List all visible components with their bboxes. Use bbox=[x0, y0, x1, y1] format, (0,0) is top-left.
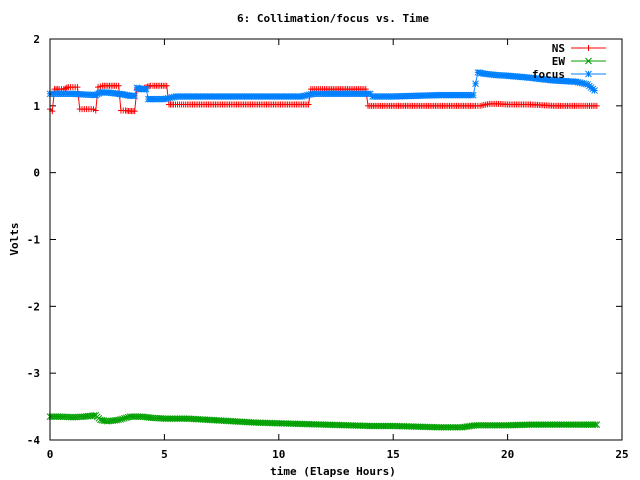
x-tick-label: 5 bbox=[161, 448, 168, 461]
data-point-ew bbox=[117, 416, 124, 423]
data-point-ew bbox=[591, 421, 599, 428]
chart-title: 6: Collimation/focus vs. Time bbox=[237, 12, 429, 25]
data-point-ew bbox=[121, 414, 128, 422]
data-point-ew bbox=[593, 421, 601, 428]
data-point-ew bbox=[90, 412, 98, 419]
series-layer bbox=[46, 69, 601, 431]
x-tick-label: 10 bbox=[272, 448, 285, 461]
data-point-ns bbox=[163, 82, 170, 89]
y-tick-label: -3 bbox=[27, 367, 40, 380]
data-point-ns bbox=[131, 108, 138, 115]
legend-marker-ew bbox=[585, 57, 592, 65]
data-point-focus bbox=[469, 91, 477, 99]
data-point-ns bbox=[593, 102, 600, 109]
legend-marker-ns bbox=[585, 45, 592, 51]
data-point-ns bbox=[305, 101, 312, 108]
y-tick-label: 0 bbox=[33, 167, 40, 180]
data-point-focus bbox=[591, 87, 598, 94]
y-tick-label: -4 bbox=[27, 434, 41, 447]
data-point-focus bbox=[472, 80, 479, 88]
legend-label-focus: focus bbox=[532, 68, 565, 81]
y-tick-label: 2 bbox=[33, 33, 40, 46]
y-tick-label: 1 bbox=[33, 100, 40, 113]
legend-label-ns: NS bbox=[552, 42, 565, 55]
data-point-focus bbox=[142, 85, 150, 93]
y-tick-label: -2 bbox=[27, 300, 40, 313]
x-tick-label: 0 bbox=[47, 448, 54, 461]
data-point-ew bbox=[122, 414, 130, 422]
data-point-ew bbox=[119, 415, 126, 423]
y-axis-label: Volts bbox=[8, 222, 21, 255]
x-axis-label: time (Elapse Hours) bbox=[270, 465, 396, 478]
x-tick-label: 15 bbox=[387, 448, 400, 461]
data-point-ns bbox=[74, 84, 81, 91]
data-point-ns bbox=[92, 107, 99, 114]
data-point-ns bbox=[115, 82, 122, 89]
data-point-focus bbox=[131, 92, 139, 100]
data-point-ew bbox=[115, 416, 122, 424]
series-ew bbox=[46, 411, 601, 431]
legend-label-ew: EW bbox=[552, 55, 566, 68]
series-focus bbox=[46, 69, 598, 103]
y-tick-label: -1 bbox=[27, 234, 41, 247]
x-tick-label: 20 bbox=[501, 448, 514, 461]
legend-marker-focus bbox=[585, 70, 592, 78]
plot-frame bbox=[49, 38, 623, 441]
x-tick-label: 25 bbox=[615, 448, 628, 461]
